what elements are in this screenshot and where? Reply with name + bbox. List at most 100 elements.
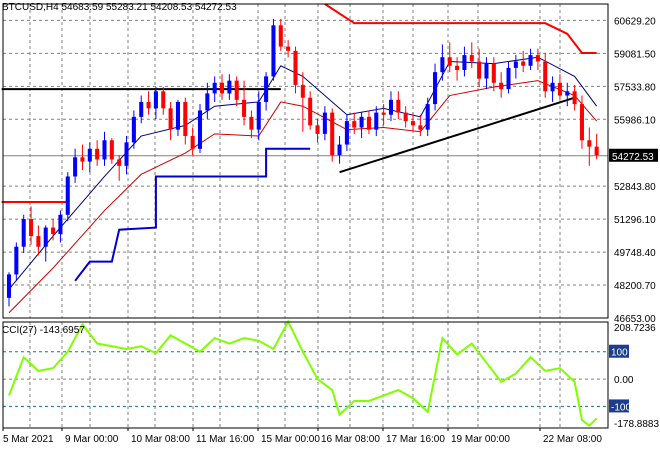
candle-body	[205, 93, 210, 111]
candle-body	[264, 76, 269, 102]
candle-body	[102, 140, 107, 160]
cci-tick-label: -178.8883	[614, 419, 659, 430]
main-panel-border	[2, 3, 609, 319]
candle-body	[124, 142, 129, 166]
cci-tick-label: 100	[611, 348, 628, 359]
candle-body	[344, 121, 349, 145]
candle-body	[212, 82, 217, 94]
candle-body	[51, 227, 56, 234]
chart-header: BTCUSD,H4 54683.59 55283.21 54208.53 542…	[2, 2, 237, 13]
cci-line	[8, 319, 598, 427]
candle-body	[352, 121, 357, 128]
y-labels: 60629.20 59081.50 57533.80 55986.10 52843.80…	[609, 16, 659, 430]
candle-body	[550, 82, 555, 92]
x-tick-label: 15 Mar 00:00	[261, 434, 320, 445]
cci-level-box	[609, 344, 629, 358]
candle-body	[587, 140, 592, 147]
candle-body	[14, 246, 19, 275]
candle-body	[543, 61, 548, 92]
candle-body	[462, 55, 467, 71]
candles	[6, 18, 599, 307]
y-tick-label: 51296.10	[614, 215, 656, 226]
candle-body	[43, 227, 48, 247]
candle-body	[491, 63, 496, 83]
candle-body	[410, 121, 416, 126]
candle-body	[447, 57, 452, 66]
x-tick-label: 5 Mar 2021	[3, 434, 54, 445]
candle-body	[153, 91, 158, 109]
upper-channel-line	[324, 3, 597, 54]
y-tick-label: 52843.80	[614, 182, 656, 193]
x-tick-label: 11 Mar 16:00	[196, 434, 255, 445]
candle-body	[271, 25, 276, 77]
y-tick-label: 55986.10	[614, 115, 656, 126]
candle-body	[366, 116, 371, 130]
candle-body	[579, 104, 584, 141]
candle-body	[359, 116, 364, 128]
candle-body	[58, 214, 63, 234]
candle-body	[381, 112, 386, 115]
candle-body	[131, 116, 136, 143]
x-tick-label: 22 Mar 08:00	[543, 434, 602, 445]
main-overlays	[1, 3, 608, 314]
candle-body	[80, 157, 85, 162]
cci-tick-label: 208.7236	[614, 323, 656, 334]
candle-body	[396, 99, 401, 113]
x-tick-label: 19 Mar 00:00	[451, 434, 510, 445]
candle-body	[572, 91, 577, 105]
candle-body	[337, 144, 342, 156]
candle-body	[227, 80, 232, 94]
cci-tick-label: -100	[611, 402, 631, 413]
candle-body	[190, 136, 195, 149]
x-tick-label: 9 Mar 00:00	[65, 434, 119, 445]
candle-body	[477, 61, 482, 79]
y-tick-label: 49748.40	[614, 248, 656, 259]
cci-title: CCI(27) -143.6957	[2, 325, 85, 336]
candle-body	[95, 148, 100, 160]
candle-body	[557, 82, 562, 96]
candle-body	[469, 55, 474, 62]
candle-body	[36, 236, 41, 247]
current-price-box	[609, 148, 658, 162]
candle-body	[168, 108, 173, 130]
candle-body	[161, 91, 166, 109]
cci-tick-label: 0.00	[614, 375, 634, 386]
candle-body	[535, 55, 540, 62]
candle-body	[249, 116, 254, 130]
cci-panel-border	[2, 321, 609, 429]
candle-body	[286, 46, 291, 51]
candle-body	[484, 63, 489, 79]
candle-body	[455, 65, 460, 71]
candle-body	[388, 99, 393, 115]
candle-body	[513, 61, 518, 68]
candle-body	[21, 219, 26, 247]
cci-header: CCI(27) -143.6957	[2, 325, 85, 336]
y-tick-label: 57533.80	[614, 82, 656, 93]
main-grid	[3, 4, 608, 319]
candle-body	[425, 104, 430, 130]
cci-level-box	[609, 399, 629, 413]
candle-body	[300, 84, 305, 98]
candle-body	[594, 146, 599, 156]
candle-body	[440, 57, 445, 73]
candle-body	[506, 67, 511, 90]
candle-body	[330, 112, 335, 156]
x-tick-label: 17 Mar 16:00	[386, 434, 445, 445]
candle-body	[433, 72, 438, 105]
candle-body	[403, 112, 408, 122]
cci-series	[8, 319, 598, 427]
candle-body	[256, 101, 261, 130]
axes	[2, 3, 609, 431]
candle-body	[242, 99, 247, 117]
candle-body	[418, 125, 423, 130]
candle-body	[65, 176, 70, 215]
candle-body	[29, 219, 34, 237]
candle-body	[220, 82, 225, 94]
candle-body	[146, 101, 151, 109]
candle-body	[521, 61, 526, 66]
candle-body	[499, 82, 504, 90]
candle-body	[87, 148, 92, 162]
x-tick-label: 16 Mar 08:00	[321, 434, 380, 445]
